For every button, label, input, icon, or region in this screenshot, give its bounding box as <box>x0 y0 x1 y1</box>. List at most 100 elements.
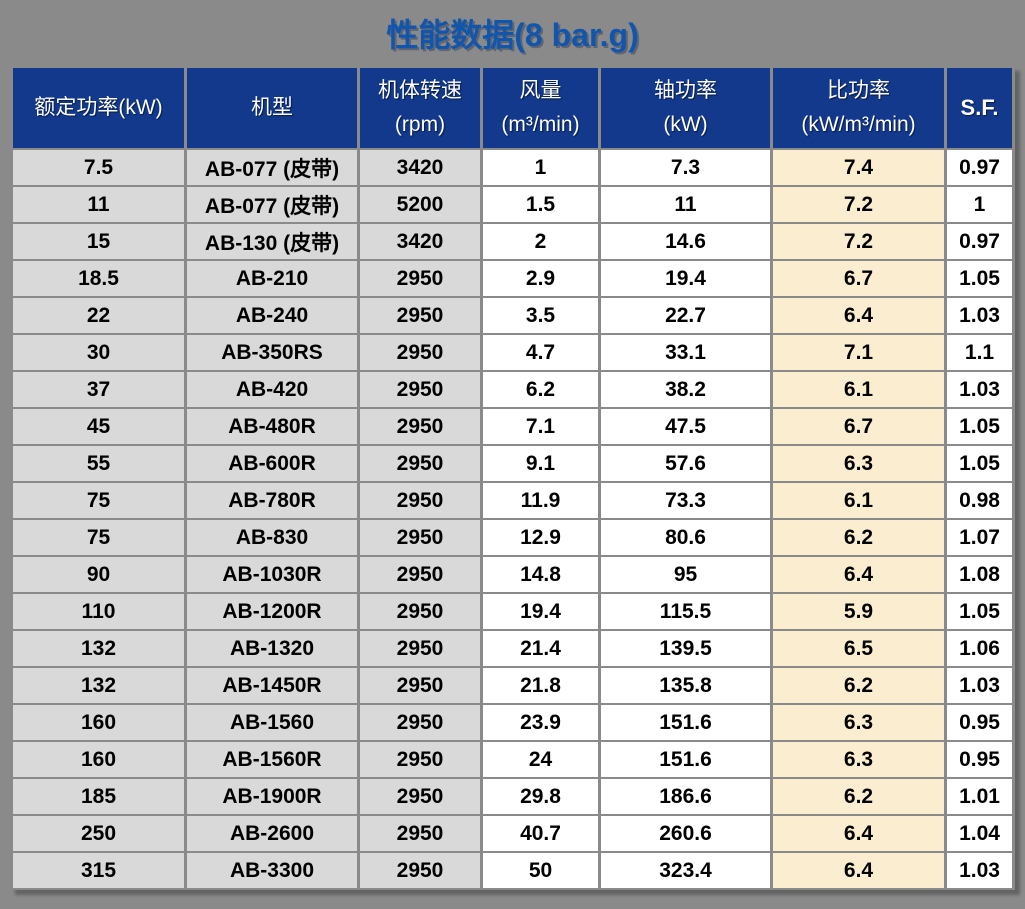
table-cell: 40.7 <box>483 816 598 851</box>
table-cell: 1.06 <box>947 631 1012 666</box>
table-cell: 2950 <box>360 742 480 777</box>
table-cell: AB-077 (皮带) <box>187 187 357 222</box>
table-cell: 2950 <box>360 298 480 333</box>
table-row: 30 AB-350RS 2950 4.7 33.1 7.1 1.1 <box>13 335 1012 370</box>
table-cell: 7.4 <box>773 150 944 185</box>
table-cell: 0.97 <box>947 224 1012 259</box>
table-cell: 23.9 <box>483 705 598 740</box>
table-cell: 30 <box>13 335 184 370</box>
table-cell: 1.05 <box>947 261 1012 296</box>
performance-table-container: 额定功率(kW) 机型 机体转速 (rpm) 风量 (m³/min) 轴功率 (kW) 比… <box>10 66 1015 890</box>
table-cell: 6.7 <box>773 261 944 296</box>
table-cell: 1.05 <box>947 594 1012 629</box>
header-row: 额定功率(kW) 机型 机体转速 (rpm) 风量 (m³/min) 轴功率 (kW) 比… <box>13 68 1012 148</box>
table-cell: 11.9 <box>483 483 598 518</box>
table-cell: 1.5 <box>483 187 598 222</box>
table-row: 15 AB-130 (皮带) 3420 2 14.6 7.2 0.97 <box>13 224 1012 259</box>
table-cell: 186.6 <box>601 779 770 814</box>
table-cell: AB-780R <box>187 483 357 518</box>
column-header: S.F. <box>947 68 1012 148</box>
column-header: 风量 (m³/min) <box>483 68 598 148</box>
table-cell: 38.2 <box>601 372 770 407</box>
table-cell: AB-1560 <box>187 705 357 740</box>
table-cell: 6.2 <box>773 779 944 814</box>
table-cell: 6.2 <box>773 520 944 555</box>
table-cell: 3420 <box>360 150 480 185</box>
table-cell: 55 <box>13 446 184 481</box>
table-cell: 6.3 <box>773 705 944 740</box>
table-row: 132 AB-1320 2950 21.4 139.5 6.5 1.06 <box>13 631 1012 666</box>
table-cell: 0.97 <box>947 150 1012 185</box>
table-cell: 57.6 <box>601 446 770 481</box>
table-cell: 6.1 <box>773 372 944 407</box>
table-cell: 1.03 <box>947 668 1012 703</box>
table-cell: 1.03 <box>947 853 1012 888</box>
table-cell: 75 <box>13 483 184 518</box>
table-cell: AB-3300 <box>187 853 357 888</box>
table-cell: 135.8 <box>601 668 770 703</box>
table-cell: 2950 <box>360 446 480 481</box>
table-cell: 0.95 <box>947 742 1012 777</box>
table-cell: 6.4 <box>773 298 944 333</box>
table-row: 75 AB-830 2950 12.9 80.6 6.2 1.07 <box>13 520 1012 555</box>
table-cell: 1.03 <box>947 298 1012 333</box>
table-cell: 14.6 <box>601 224 770 259</box>
table-row: 37 AB-420 2950 6.2 38.2 6.1 1.03 <box>13 372 1012 407</box>
table-cell: 2950 <box>360 335 480 370</box>
table-cell: AB-077 (皮带) <box>187 150 357 185</box>
table-cell: 1.03 <box>947 372 1012 407</box>
table-cell: 250 <box>13 816 184 851</box>
table-cell: 7.2 <box>773 224 944 259</box>
table-cell: 50 <box>483 853 598 888</box>
table-cell: 22.7 <box>601 298 770 333</box>
table-cell: 2950 <box>360 853 480 888</box>
table-cell: 260.6 <box>601 816 770 851</box>
table-cell: 1.07 <box>947 520 1012 555</box>
table-cell: 0.95 <box>947 705 1012 740</box>
table-cell: AB-2600 <box>187 816 357 851</box>
table-cell: 1.1 <box>947 335 1012 370</box>
table-cell: 139.5 <box>601 631 770 666</box>
table-cell: AB-420 <box>187 372 357 407</box>
table-cell: 6.3 <box>773 446 944 481</box>
table-cell: 80.6 <box>601 520 770 555</box>
table-cell: 11 <box>601 187 770 222</box>
table-cell: 33.1 <box>601 335 770 370</box>
table-header: 额定功率(kW) 机型 机体转速 (rpm) 风量 (m³/min) 轴功率 (kW) 比… <box>13 68 1012 148</box>
table-row: 11 AB-077 (皮带) 5200 1.5 11 7.2 1 <box>13 187 1012 222</box>
table-cell: 15 <box>13 224 184 259</box>
table-cell: 1.08 <box>947 557 1012 592</box>
table-cell: 2950 <box>360 261 480 296</box>
table-cell: 1 <box>947 187 1012 222</box>
table-cell: 2950 <box>360 557 480 592</box>
table-cell: 6.7 <box>773 409 944 444</box>
table-cell: 21.8 <box>483 668 598 703</box>
table-cell: 1.01 <box>947 779 1012 814</box>
table-cell: 2950 <box>360 816 480 851</box>
table-cell: 151.6 <box>601 705 770 740</box>
table-cell: 1.04 <box>947 816 1012 851</box>
table-row: 18.5 AB-210 2950 2.9 19.4 6.7 1.05 <box>13 261 1012 296</box>
table-cell: 2950 <box>360 594 480 629</box>
table-cell: 6.1 <box>773 483 944 518</box>
table-cell: 6.4 <box>773 853 944 888</box>
column-header: 机体转速 (rpm) <box>360 68 480 148</box>
table-cell: 2.9 <box>483 261 598 296</box>
table-row: 110 AB-1200R 2950 19.4 115.5 5.9 1.05 <box>13 594 1012 629</box>
table-cell: 6.5 <box>773 631 944 666</box>
table-cell: AB-350RS <box>187 335 357 370</box>
table-cell: 7.3 <box>601 150 770 185</box>
table-cell: 21.4 <box>483 631 598 666</box>
table-cell: 6.3 <box>773 742 944 777</box>
page-title: 性能数据(8 bar.g) <box>386 17 639 53</box>
table-body: 7.5 AB-077 (皮带) 3420 1 7.3 7.4 0.97 11 AB-077 (皮… <box>13 150 1012 888</box>
table-cell: 110 <box>13 594 184 629</box>
table-cell: 315 <box>13 853 184 888</box>
table-row: 315 AB-3300 2950 50 323.4 6.4 1.03 <box>13 853 1012 888</box>
table-cell: 1.05 <box>947 409 1012 444</box>
table-row: 22 AB-240 2950 3.5 22.7 6.4 1.03 <box>13 298 1012 333</box>
table-cell: 2950 <box>360 483 480 518</box>
table-cell: 9.1 <box>483 446 598 481</box>
table-cell: 132 <box>13 631 184 666</box>
